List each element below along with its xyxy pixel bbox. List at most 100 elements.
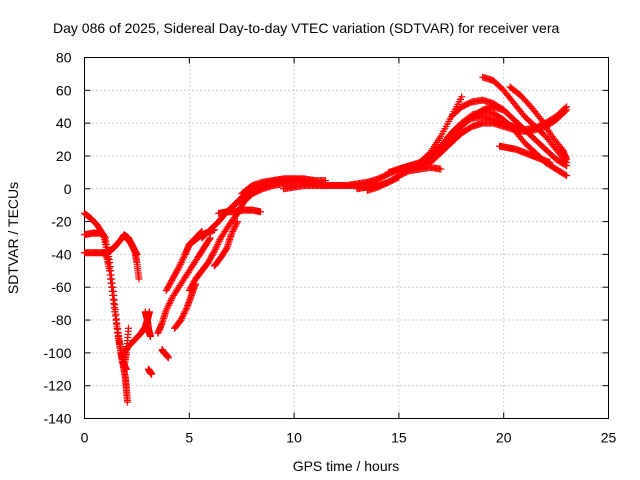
data-point (148, 370, 156, 378)
data-point (206, 234, 214, 242)
data-point (233, 219, 241, 227)
data-point (175, 264, 183, 272)
y-tick-label: 80 (56, 50, 72, 66)
data-point (147, 332, 155, 340)
data-point (228, 229, 236, 237)
data-point (181, 308, 189, 316)
series-pass-16 (210, 218, 242, 270)
data-point (179, 311, 187, 319)
data-point (205, 235, 213, 243)
data-point (561, 171, 569, 179)
data-point (257, 208, 265, 216)
data-point (165, 301, 173, 309)
y-tick-label: 60 (56, 82, 72, 98)
y-tick-label: -100 (43, 345, 71, 361)
x-tick-label: 10 (286, 430, 302, 446)
y-tick-label: -80 (51, 312, 71, 328)
data-point (211, 245, 219, 253)
x-tick-labels: 0 5 10 15 20 25 (81, 430, 617, 446)
y-tick-label: 0 (64, 181, 72, 197)
y-axis-label: SDTVAR / TECUs (5, 182, 21, 294)
x-tick-label: 0 (81, 430, 89, 446)
data-marks (81, 73, 571, 406)
data-point (123, 398, 131, 406)
series-pass-9 (154, 234, 214, 337)
series-pass-7 (141, 308, 155, 340)
data-point (437, 165, 445, 173)
series-pass-29 (479, 73, 571, 167)
data-point (561, 104, 569, 112)
data-point (232, 221, 240, 229)
data-point (164, 303, 172, 311)
y-tick-label: -120 (43, 378, 71, 394)
data-point (536, 114, 544, 122)
data-point (227, 231, 235, 239)
series-pass-17 (215, 206, 265, 217)
data-point (458, 93, 466, 101)
y-tick-label: -60 (51, 279, 71, 295)
x-tick-label: 25 (601, 430, 617, 446)
y-tick-label: 40 (56, 115, 72, 131)
data-point (563, 172, 571, 180)
data-point (180, 254, 188, 262)
series-pass-31 (496, 142, 554, 167)
data-point (230, 224, 238, 232)
data-point (178, 257, 186, 265)
chart-title: Day 086 of 2025, Sidereal Day-to-day VTE… (53, 20, 559, 36)
data-point (182, 306, 190, 314)
data-point (165, 300, 173, 308)
data-point (563, 103, 571, 111)
data-point (214, 239, 222, 247)
series-pass-28 (447, 96, 571, 170)
data-point (177, 316, 185, 324)
data-point (563, 155, 571, 163)
y-tick-labels: -140 -120 -100 -80 -60 -40 -20 0 20 40 60 80 (43, 50, 71, 427)
data-point (212, 244, 220, 252)
data-point (210, 247, 218, 255)
data-point (174, 265, 182, 273)
data-point (176, 260, 184, 268)
y-tick-label: -20 (51, 214, 71, 230)
series-pass-12 (171, 280, 200, 332)
data-point (231, 223, 239, 231)
data-point (164, 354, 172, 362)
data-point (229, 227, 237, 235)
data-point (214, 241, 222, 249)
series-pass-5 (122, 234, 143, 283)
data-point (210, 249, 218, 257)
plot-frame (84, 57, 609, 419)
data-point (230, 226, 238, 234)
data-point (177, 259, 185, 267)
x-tick-label: 5 (185, 430, 193, 446)
x-tick-label: 20 (496, 430, 512, 446)
data-point (178, 314, 186, 322)
y-tick-label: -40 (51, 246, 71, 262)
data-point (213, 242, 221, 250)
data-point (125, 324, 133, 332)
data-point (176, 262, 184, 270)
data-point (178, 313, 186, 321)
series-pass-30 (506, 83, 571, 163)
y-tick-label: 20 (56, 148, 72, 164)
data-point (215, 237, 223, 245)
series-pass-3 (81, 249, 131, 406)
grid-lines (84, 57, 609, 419)
axis-ticks (84, 57, 609, 419)
data-point (163, 305, 171, 313)
y-tick-label: -140 (43, 411, 71, 427)
data-point (162, 306, 170, 314)
x-tick-label: 15 (391, 430, 407, 446)
series-pass-8 (144, 365, 156, 378)
data-point (135, 275, 143, 283)
data-point (166, 298, 174, 306)
series-pass-10 (158, 346, 172, 362)
data-point (546, 159, 554, 167)
data-point (179, 255, 187, 263)
data-point (182, 305, 190, 313)
data-point (234, 218, 242, 226)
data-point (180, 309, 188, 317)
data-point (167, 296, 175, 304)
series-pass-19 (238, 175, 309, 198)
x-axis-label: GPS time / hours (293, 458, 400, 474)
